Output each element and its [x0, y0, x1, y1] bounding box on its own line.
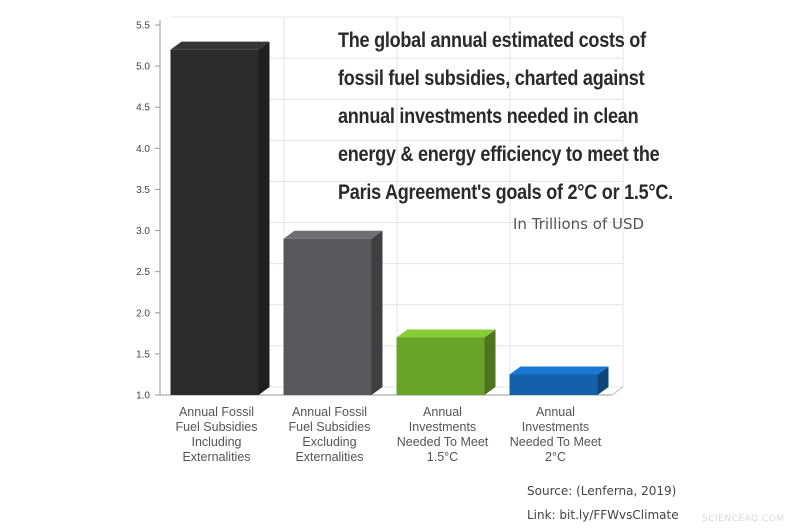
x-category-label-line: Externalities: [182, 450, 250, 464]
y-tick-label: 3.5: [136, 185, 150, 196]
bar-front: [396, 337, 485, 395]
y-tick-label: 5.0: [136, 62, 150, 73]
x-category-label-line: Including: [191, 435, 241, 449]
x-category-label-line: Investments: [409, 420, 476, 434]
x-category-label: Annual Fossil Fuel Subsidies Including Exte…: [176, 405, 258, 464]
x-category-label-line: Fuel Subsidies: [176, 420, 258, 434]
x-category-label-line: Needed To Meet: [510, 435, 602, 449]
y-tick-label: 5.5: [136, 21, 150, 32]
x-category-label-line: Investments: [522, 420, 589, 434]
bar-side: [258, 41, 270, 396]
x-category-label-line: Excluding: [302, 435, 356, 449]
floor-edge: [611, 386, 624, 396]
bar: [170, 41, 270, 396]
chart-subtitle: In Trillions of USD: [513, 215, 645, 233]
x-category-label-line: Annual: [536, 405, 575, 419]
bars: [170, 41, 609, 396]
category-labels: Annual Fossil Fuel Subsidies Including Exte…: [176, 405, 602, 464]
bar-front: [509, 374, 598, 395]
bar-top: [170, 41, 270, 50]
x-category-label-line: Annual Fossil: [292, 405, 367, 419]
bar-side: [597, 366, 609, 395]
bar: [283, 230, 383, 395]
x-category-label-line: Externalities: [295, 450, 363, 464]
chart-title-line: Paris Agreement's goals of 2°C or 1.5°C.: [338, 181, 673, 204]
y-tick-label: 4.5: [136, 103, 150, 114]
bar: [509, 366, 609, 395]
bar-side: [484, 329, 496, 395]
x-category-label-line: 2°C: [545, 450, 566, 464]
y-tick-label: 4.0: [136, 144, 150, 155]
bar: [396, 329, 496, 395]
x-category-label-line: Fuel Subsidies: [289, 420, 371, 434]
source-link: Link: bit.ly/FFWvsClimate: [527, 508, 679, 522]
x-category-label-line: Needed To Meet: [397, 435, 489, 449]
x-category-label: Annual Fossil Fuel Subsidies Excluding Exte…: [289, 405, 371, 464]
chart-title-line: energy & energy efficiency to meet the: [338, 143, 660, 166]
chart-title: The global annual estimated costs of fos…: [338, 22, 673, 212]
bar-top: [509, 366, 609, 375]
watermark: SCIENCEAQ.COM: [702, 514, 785, 524]
bar-top: [283, 230, 383, 239]
y-tick-label: 2.0: [136, 308, 150, 319]
y-tick-label: 1.5: [136, 349, 150, 360]
y-tick-label: 2.5: [136, 267, 150, 278]
bar-front: [283, 238, 372, 395]
chart-title-line: annual investments needed in clean: [338, 105, 639, 128]
source-note: Source: (Lenferna, 2019): [527, 484, 677, 498]
bar-front: [170, 49, 259, 396]
x-category-label-line: 1.5°C: [427, 450, 458, 464]
y-tick-label: 3.0: [136, 226, 150, 237]
x-category-label-line: Annual Fossil: [179, 405, 254, 419]
bar-top: [396, 329, 496, 338]
x-category-label: Annual Investments Needed To Meet 1.5°C: [397, 405, 489, 464]
y-axis-ticks: 1.0 1.5 2.0 2.5 3.0 3.5 4.0 4.5 5.0 5.5: [136, 21, 160, 402]
y-tick-label: 1.0: [136, 391, 150, 402]
x-category-label-line: Annual: [423, 405, 462, 419]
chart-title-line: fossil fuel subsidies, charted against: [338, 67, 645, 90]
x-category-label: Annual Investments Needed To Meet 2°C: [510, 405, 602, 464]
bar-side: [371, 230, 383, 395]
chart-title-line: The global annual estimated costs of: [338, 29, 646, 52]
